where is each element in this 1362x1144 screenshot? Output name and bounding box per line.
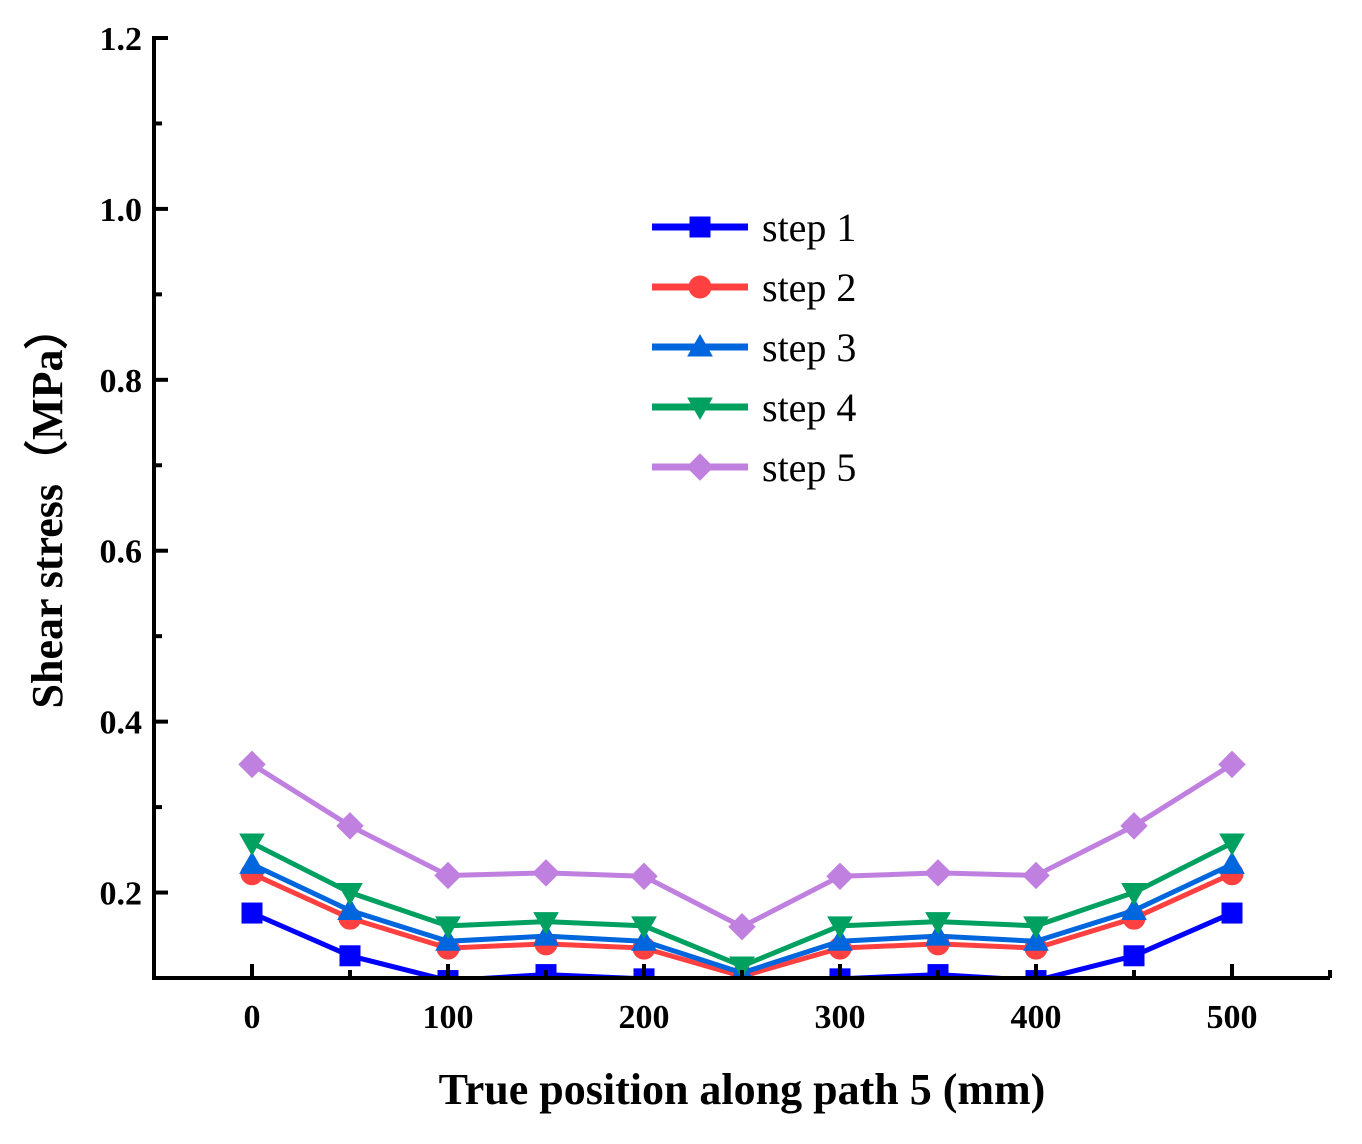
data-point (241, 902, 263, 924)
legend-label: step 1 (762, 205, 856, 250)
data-point (434, 861, 462, 890)
data-point (239, 833, 265, 856)
legend-entry: step 1 (652, 205, 856, 250)
legend-entry: step 5 (652, 445, 856, 490)
axes-layer (152, 36, 1330, 980)
legend-marker (686, 453, 714, 481)
data-point (337, 883, 363, 906)
data-point (339, 945, 361, 967)
y-axis-title: Shear stress（MPa） (23, 306, 72, 709)
x-tick-label: 500 (1207, 999, 1258, 1036)
y-ticks: 0.2 0.4 0.6 0.8 1.0 1.2 (100, 21, 168, 913)
data-point (533, 923, 559, 946)
data-point (1121, 883, 1147, 906)
series-line (250, 762, 1234, 930)
data-point (1221, 902, 1243, 924)
series-line (251, 910, 1233, 978)
data-point (827, 928, 853, 951)
data-point (630, 862, 658, 891)
data-point (1219, 851, 1245, 874)
data-point (1219, 833, 1245, 856)
legend-marker (688, 275, 712, 299)
series-4 (239, 833, 1245, 978)
data-point (337, 897, 363, 920)
data-point (533, 912, 559, 935)
data-point (729, 956, 755, 978)
data-point (435, 916, 461, 939)
series-line (250, 840, 1234, 969)
legend-marker (689, 216, 711, 238)
legend-label: step 4 (762, 385, 856, 430)
x-ticks: 0 100 200 300 400 500 (152, 964, 1332, 1036)
y-tick-label: 0.4 (100, 705, 143, 742)
data-point (1023, 928, 1049, 951)
y-tick-label: 1.0 (100, 192, 143, 229)
x-tick-label: 200 (619, 999, 670, 1036)
data-point (532, 859, 560, 887)
series-layer (238, 750, 1246, 978)
legend: step 1 step 2 step 3 step 4 step 5 (652, 205, 856, 490)
legend-label: step 3 (762, 325, 856, 370)
legend-label: step 5 (762, 445, 856, 490)
data-point (925, 923, 951, 946)
data-point (728, 913, 756, 941)
x-tick-label: 100 (423, 999, 474, 1036)
legend-label: step 2 (762, 265, 856, 310)
x-tick-label: 300 (815, 999, 866, 1036)
legend-marker (687, 333, 713, 357)
legend-entry: step 2 (652, 265, 856, 310)
y-tick-label: 0.2 (100, 876, 143, 913)
legend-marker (687, 397, 713, 421)
data-point (827, 916, 853, 939)
data-point (925, 912, 951, 935)
x-tick-label: 400 (1011, 999, 1062, 1036)
legend-entry: step 3 (652, 325, 856, 370)
data-point (1218, 750, 1246, 779)
data-point (336, 812, 364, 840)
legend-entry: step 4 (652, 385, 856, 430)
data-point (924, 859, 952, 887)
data-point (435, 928, 461, 951)
y-tick-label: 0.6 (100, 534, 143, 571)
data-point (1022, 861, 1050, 890)
data-point (1023, 916, 1049, 939)
data-point (1123, 945, 1145, 967)
y-tick-label: 0.8 (100, 363, 143, 400)
data-point (631, 928, 657, 951)
data-point (631, 916, 657, 939)
x-tick-label: 0 (244, 999, 261, 1036)
series-5 (238, 750, 1246, 941)
y-tick-label: 1.2 (100, 21, 143, 58)
data-point (1120, 812, 1148, 840)
data-point (238, 750, 266, 779)
data-point (826, 862, 854, 891)
data-point (1121, 897, 1147, 920)
x-axis-title: True position along path 5 (mm) (439, 1065, 1046, 1114)
data-point (239, 851, 265, 874)
